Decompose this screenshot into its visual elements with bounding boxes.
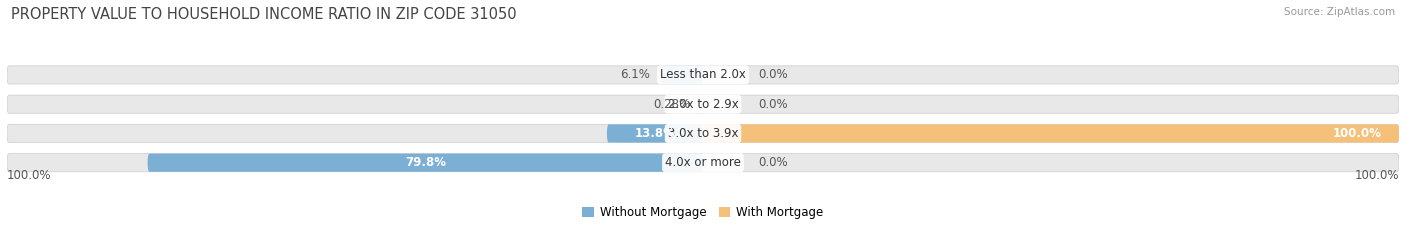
Text: 13.8%: 13.8% xyxy=(634,127,675,140)
FancyBboxPatch shape xyxy=(661,66,703,84)
Text: 100.0%: 100.0% xyxy=(1354,169,1399,182)
Text: 100.0%: 100.0% xyxy=(1333,127,1382,140)
Text: 100.0%: 100.0% xyxy=(7,169,52,182)
FancyBboxPatch shape xyxy=(7,66,1399,84)
Text: 4.0x or more: 4.0x or more xyxy=(665,156,741,169)
Text: 3.0x to 3.9x: 3.0x to 3.9x xyxy=(668,127,738,140)
FancyBboxPatch shape xyxy=(702,95,703,113)
Text: 0.0%: 0.0% xyxy=(759,98,789,111)
FancyBboxPatch shape xyxy=(7,95,1399,113)
Text: Source: ZipAtlas.com: Source: ZipAtlas.com xyxy=(1284,7,1395,17)
Text: 0.0%: 0.0% xyxy=(759,156,789,169)
Text: 0.28%: 0.28% xyxy=(654,98,690,111)
Legend: Without Mortgage, With Mortgage: Without Mortgage, With Mortgage xyxy=(578,201,828,224)
FancyBboxPatch shape xyxy=(148,154,703,172)
FancyBboxPatch shape xyxy=(7,154,1399,172)
FancyBboxPatch shape xyxy=(7,124,1399,143)
Text: 79.8%: 79.8% xyxy=(405,156,446,169)
Text: PROPERTY VALUE TO HOUSEHOLD INCOME RATIO IN ZIP CODE 31050: PROPERTY VALUE TO HOUSEHOLD INCOME RATIO… xyxy=(11,7,517,22)
Text: Less than 2.0x: Less than 2.0x xyxy=(659,69,747,82)
Text: 0.0%: 0.0% xyxy=(759,69,789,82)
Text: 6.1%: 6.1% xyxy=(620,69,650,82)
Text: 2.0x to 2.9x: 2.0x to 2.9x xyxy=(668,98,738,111)
FancyBboxPatch shape xyxy=(703,124,1399,143)
FancyBboxPatch shape xyxy=(607,124,703,143)
